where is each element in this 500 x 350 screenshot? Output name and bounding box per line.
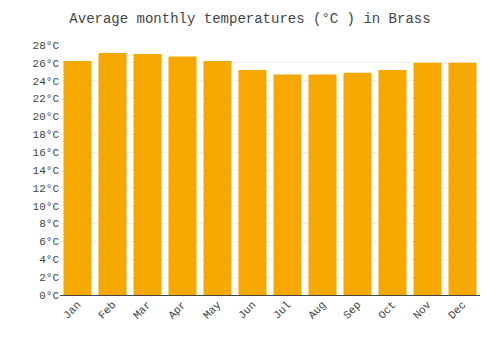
- svg-text:Jan: Jan: [61, 299, 83, 321]
- svg-text:May: May: [201, 299, 224, 322]
- svg-text:4°C: 4°C: [39, 254, 59, 266]
- svg-text:Nov: Nov: [411, 299, 434, 322]
- svg-text:Mar: Mar: [131, 299, 153, 321]
- svg-text:6°C: 6°C: [39, 236, 59, 248]
- svg-text:Aug: Aug: [306, 299, 328, 321]
- svg-text:16°C: 16°C: [33, 147, 60, 159]
- svg-text:20°C: 20°C: [33, 111, 60, 123]
- svg-text:Average monthly temperatures (: Average monthly temperatures (°C ) in Br…: [69, 11, 430, 27]
- svg-text:8°C: 8°C: [39, 218, 59, 230]
- svg-text:Dec: Dec: [446, 299, 468, 321]
- svg-text:Sep: Sep: [341, 299, 363, 321]
- svg-text:Jul: Jul: [271, 299, 293, 321]
- svg-text:28°C: 28°C: [33, 40, 60, 52]
- svg-text:Feb: Feb: [96, 299, 118, 321]
- svg-text:0°C: 0°C: [39, 290, 59, 302]
- svg-text:14°C: 14°C: [33, 165, 60, 177]
- svg-text:12°C: 12°C: [33, 183, 60, 195]
- svg-text:22°C: 22°C: [33, 93, 60, 105]
- svg-text:10°C: 10°C: [33, 201, 60, 213]
- svg-text:Jun: Jun: [236, 299, 258, 321]
- svg-text:24°C: 24°C: [33, 76, 60, 88]
- svg-text:18°C: 18°C: [33, 129, 60, 141]
- svg-text:2°C: 2°C: [39, 272, 59, 284]
- svg-text:Apr: Apr: [166, 299, 188, 321]
- svg-text:Oct: Oct: [376, 299, 398, 321]
- svg-text:26°C: 26°C: [33, 58, 60, 70]
